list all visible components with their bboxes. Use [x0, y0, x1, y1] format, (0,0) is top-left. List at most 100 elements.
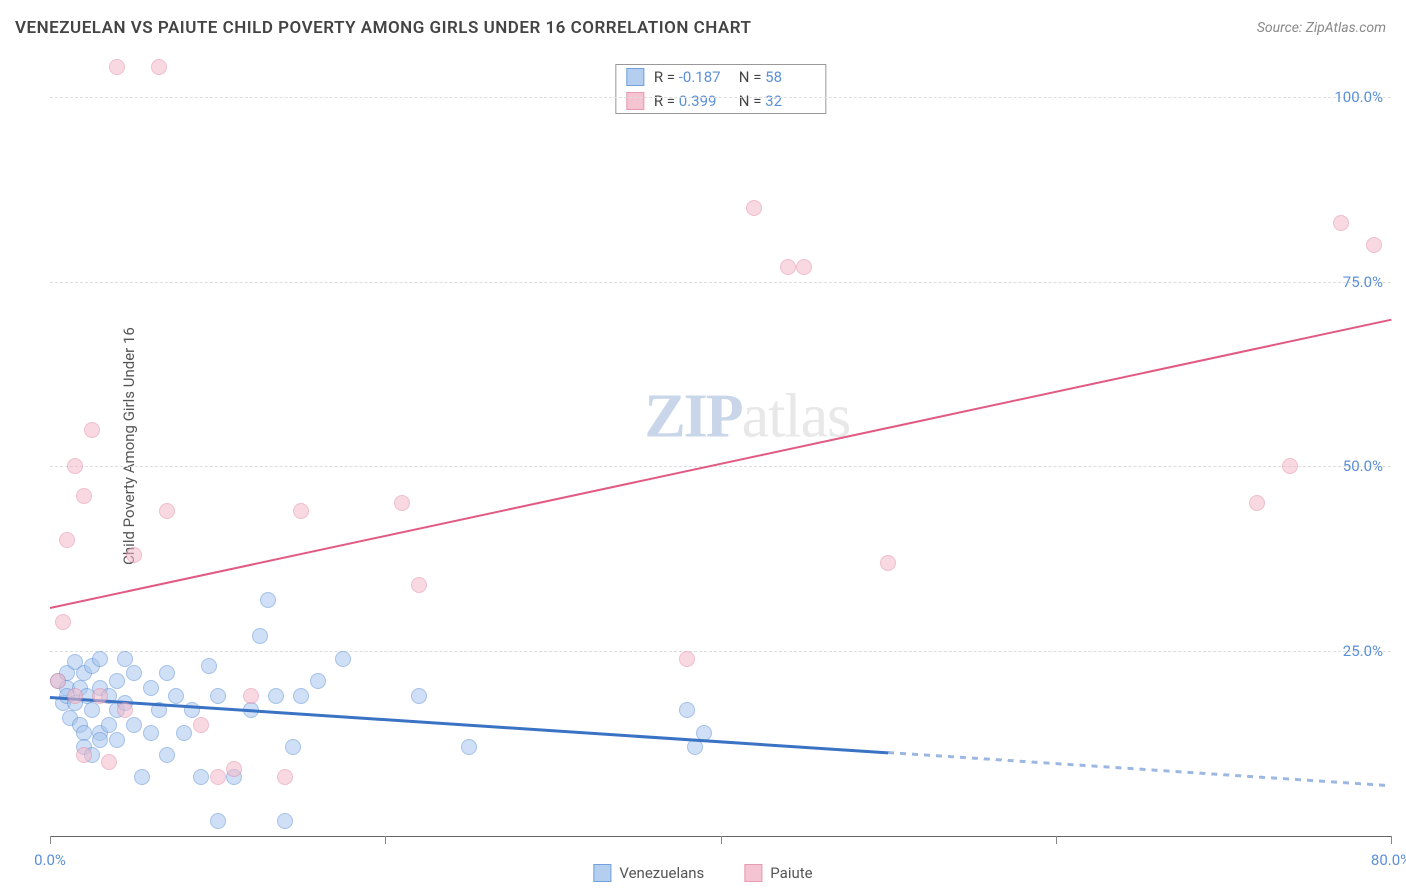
data-point-paiute — [210, 769, 226, 785]
data-point-paiute — [746, 200, 762, 216]
data-point-paiute — [117, 702, 133, 718]
data-point-paiute — [76, 747, 92, 763]
data-point-venezuelans — [84, 702, 100, 718]
data-point-venezuelans — [193, 769, 209, 785]
x-tick — [721, 836, 722, 844]
data-point-venezuelans — [168, 688, 184, 704]
data-point-paiute — [1366, 237, 1382, 253]
legend-item-paiute: Paiute — [744, 864, 812, 882]
data-point-venezuelans — [101, 717, 117, 733]
data-point-paiute — [67, 458, 83, 474]
data-point-paiute — [411, 577, 427, 593]
n-label: N = — [739, 92, 762, 110]
gridline — [50, 466, 1391, 467]
source-name: ZipAtlas.com — [1306, 20, 1386, 36]
data-point-paiute — [394, 495, 410, 511]
data-point-venezuelans — [310, 673, 326, 689]
y-tick-label: 50.0% — [1343, 457, 1383, 475]
chart-container: VENEZUELAN VS PAIUTE CHILD POVERTY AMONG… — [0, 0, 1406, 892]
data-point-paiute — [50, 673, 66, 689]
stats-row-paiute: R = 0.399 N = 32 — [616, 89, 825, 113]
bottom-legend: Venezuelans Paiute — [593, 864, 812, 882]
x-tick — [1056, 836, 1057, 844]
data-point-paiute — [101, 754, 117, 770]
data-point-venezuelans — [92, 651, 108, 667]
data-point-venezuelans — [109, 673, 125, 689]
legend-label-venezuelans: Venezuelans — [619, 864, 704, 882]
x-tick — [385, 836, 386, 844]
data-point-venezuelans — [143, 725, 159, 741]
stats-legend-box: R = -0.187 N = 58 R = 0.399 N = 32 — [615, 64, 826, 114]
source-attribution: Source: ZipAtlas.com — [1257, 20, 1386, 36]
data-point-paiute — [780, 259, 796, 275]
x-tick — [50, 836, 51, 844]
stats-row-venezuelans: R = -0.187 N = 58 — [616, 65, 825, 89]
trend-line-venezuelans — [888, 751, 1391, 787]
data-point-paiute — [59, 532, 75, 548]
swatch-paiute — [626, 92, 644, 110]
data-point-venezuelans — [268, 688, 284, 704]
data-point-paiute — [1333, 215, 1349, 231]
legend-label-paiute: Paiute — [770, 864, 812, 882]
y-tick-label: 100.0% — [1334, 88, 1383, 106]
data-point-venezuelans — [252, 628, 268, 644]
data-point-paiute — [679, 651, 695, 667]
data-point-venezuelans — [210, 688, 226, 704]
data-point-venezuelans — [210, 813, 226, 829]
data-point-venezuelans — [260, 592, 276, 608]
data-point-venezuelans — [159, 665, 175, 681]
y-tick-label: 75.0% — [1343, 273, 1383, 291]
data-point-venezuelans — [687, 739, 703, 755]
data-point-venezuelans — [176, 725, 192, 741]
x-tick-label: 0.0% — [34, 851, 66, 869]
data-point-paiute — [243, 688, 259, 704]
data-point-paiute — [226, 761, 242, 777]
data-point-paiute — [126, 547, 142, 563]
n-label: N = — [739, 68, 762, 86]
data-point-paiute — [1249, 495, 1265, 511]
data-point-paiute — [293, 503, 309, 519]
data-point-venezuelans — [201, 658, 217, 674]
data-point-venezuelans — [411, 688, 427, 704]
x-tick — [1391, 836, 1392, 844]
data-point-paiute — [277, 769, 293, 785]
gridline — [50, 282, 1391, 283]
data-point-paiute — [880, 555, 896, 571]
data-point-venezuelans — [285, 739, 301, 755]
data-point-venezuelans — [109, 732, 125, 748]
data-point-venezuelans — [117, 651, 133, 667]
data-point-paiute — [796, 259, 812, 275]
data-point-paiute — [193, 717, 209, 733]
r-value-paiute: 0.399 — [679, 92, 729, 110]
legend-swatch-paiute — [744, 864, 762, 882]
data-point-venezuelans — [126, 717, 142, 733]
data-point-venezuelans — [143, 680, 159, 696]
data-point-venezuelans — [92, 732, 108, 748]
n-value-paiute: 32 — [765, 92, 815, 110]
r-value-venezuelans: -0.187 — [679, 68, 729, 86]
x-tick-label: 80.0% — [1371, 851, 1406, 869]
data-point-venezuelans — [126, 665, 142, 681]
source-prefix: Source: — [1257, 20, 1306, 36]
r-label: R = — [654, 68, 675, 86]
data-point-paiute — [109, 59, 125, 75]
data-point-paiute — [67, 688, 83, 704]
data-point-venezuelans — [293, 688, 309, 704]
gridline — [50, 651, 1391, 652]
data-point-venezuelans — [134, 769, 150, 785]
data-point-venezuelans — [679, 702, 695, 718]
chart-title: VENEZUELAN VS PAIUTE CHILD POVERTY AMONG… — [15, 18, 751, 38]
swatch-venezuelans — [626, 68, 644, 86]
data-point-paiute — [92, 688, 108, 704]
r-label: R = — [654, 92, 675, 110]
data-point-paiute — [84, 422, 100, 438]
data-point-venezuelans — [159, 747, 175, 763]
watermark-zip: ZIP — [644, 382, 741, 450]
legend-swatch-venezuelans — [593, 864, 611, 882]
data-point-venezuelans — [461, 739, 477, 755]
data-point-paiute — [1282, 458, 1298, 474]
data-point-paiute — [76, 488, 92, 504]
data-point-paiute — [151, 59, 167, 75]
data-point-paiute — [159, 503, 175, 519]
y-tick-label: 25.0% — [1343, 642, 1383, 660]
